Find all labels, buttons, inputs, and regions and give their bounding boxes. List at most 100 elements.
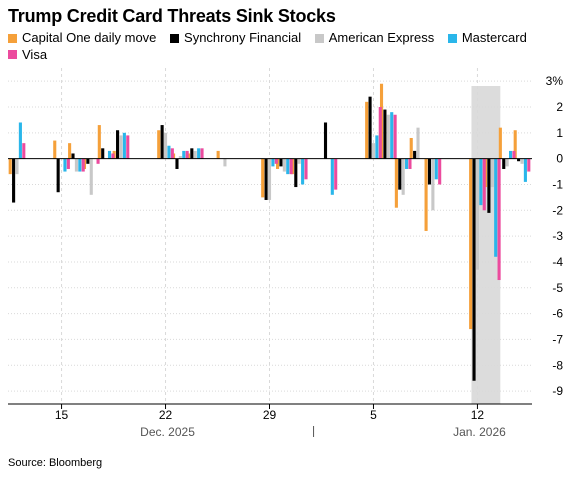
bar-mastercard-2025-12-29 bbox=[271, 158, 275, 167]
bar-american-express-2026-01-07 bbox=[401, 158, 405, 195]
bar-american-express-2026-01-15 bbox=[520, 158, 524, 164]
chart-title: Trump Credit Card Threats Sink Stocks bbox=[8, 6, 336, 26]
legend-swatch-visa bbox=[8, 50, 17, 59]
legend-item-amex: American Express bbox=[314, 30, 434, 46]
bar-american-express-2025-12-31 bbox=[297, 158, 301, 164]
bar-synchrony-financial-2025-12-30 bbox=[279, 158, 283, 167]
bar-visa-2026-01-15 bbox=[527, 158, 531, 172]
bar-capital-one-daily-move-2025-12-15 bbox=[53, 140, 57, 159]
bar-visa-2026-01-05 bbox=[378, 106, 382, 159]
bar-visa-2025-12-29 bbox=[274, 158, 278, 164]
bar-capital-one-daily-move-2026-01-15 bbox=[513, 130, 517, 159]
bar-mastercard-2025-12-18 bbox=[107, 150, 112, 159]
legend: Capital One daily move Synchrony Financi… bbox=[8, 30, 563, 63]
legend-item-synchrony: Synchrony Financial bbox=[170, 30, 301, 46]
y-tick-label: -3 bbox=[552, 229, 563, 243]
bar-mastercard-2025-12-15 bbox=[63, 158, 67, 172]
bar-synchrony-financial-2025-12-29 bbox=[264, 158, 268, 200]
bar-synchrony-financial-2026-01-05 bbox=[368, 96, 372, 159]
bar-visa-2025-12-18 bbox=[111, 153, 115, 159]
bar-american-express-2026-01-13 bbox=[490, 158, 494, 188]
bar-visa-2025-12-16 bbox=[81, 158, 85, 172]
bar-synchrony-financial-2025-12-23 bbox=[175, 158, 179, 169]
bar-american-express-2026-01-08 bbox=[416, 127, 420, 159]
bar-visa-2026-01-02 bbox=[334, 158, 338, 190]
bar-capital-one-daily-move-2025-12-12 bbox=[8, 158, 12, 175]
bar-synchrony-financial-2026-01-09 bbox=[427, 158, 432, 185]
legend-swatch-amex bbox=[314, 33, 324, 43]
y-tick-label: -2 bbox=[552, 203, 563, 217]
bar-synchrony-financial-2025-12-31 bbox=[294, 158, 298, 188]
bar-synchrony-financial-2025-12-19 bbox=[116, 130, 120, 159]
y-tick-label: -4 bbox=[552, 255, 563, 269]
bar-mastercard-2026-01-06 bbox=[390, 112, 394, 159]
bar-american-express-2025-12-23 bbox=[178, 156, 182, 159]
bar-american-express-2025-12-16 bbox=[74, 158, 78, 172]
bar-american-express-2026-01-06 bbox=[386, 114, 390, 159]
x-tick-label: 5 bbox=[370, 408, 377, 422]
bar-mastercard-2025-12-22 bbox=[167, 145, 171, 159]
bar-visa-2025-12-23 bbox=[185, 150, 189, 159]
y-tick-label: -5 bbox=[552, 281, 563, 295]
bar-synchrony-financial-2025-12-12 bbox=[12, 158, 16, 203]
bar-visa-2026-01-09 bbox=[438, 158, 442, 185]
bar-capital-one-daily-move-2025-12-29 bbox=[261, 158, 265, 198]
bar-american-express-2025-12-19 bbox=[119, 135, 123, 159]
bar-synchrony-financial-2026-01-08 bbox=[413, 150, 417, 159]
bar-synchrony-financial-2025-12-22 bbox=[160, 125, 164, 159]
bar-synchrony-financial-2026-01-06 bbox=[383, 109, 387, 159]
bar-synchrony-financial-2026-01-12 bbox=[472, 158, 476, 381]
legend-label-capital-one: Capital One daily move bbox=[22, 30, 157, 45]
bar-capital-one-daily-move-2026-01-05 bbox=[365, 101, 369, 159]
bar-mastercard-2026-01-02 bbox=[330, 158, 334, 195]
bar-visa-2026-01-13 bbox=[497, 158, 501, 281]
bar-american-express-2025-12-24 bbox=[193, 150, 197, 159]
bar-capital-one-daily-move-2026-01-14 bbox=[498, 127, 502, 159]
y-tick-label: 3% bbox=[546, 74, 564, 88]
legend-swatch-synchrony bbox=[170, 33, 180, 43]
legend-item-capital-one: Capital One daily move bbox=[8, 30, 156, 46]
legend-item-visa: Visa bbox=[8, 47, 47, 63]
bar-visa-2025-12-12 bbox=[22, 143, 26, 159]
bar-capital-one-daily-move-2026-01-09 bbox=[424, 158, 428, 231]
bar-synchrony-financial-2026-01-07 bbox=[398, 158, 402, 190]
month-label: Dec. 2025 bbox=[140, 425, 195, 439]
bar-synchrony-financial-2026-01-02 bbox=[323, 122, 328, 159]
bar-synchrony-financial-2025-12-16 bbox=[71, 153, 75, 159]
y-tick-label: -9 bbox=[552, 384, 563, 398]
x-tick-label: 15 bbox=[55, 408, 69, 422]
bar-synchrony-financial-2026-01-14 bbox=[502, 158, 506, 169]
bar-capital-one-daily-move-2025-12-22 bbox=[157, 130, 161, 159]
legend-swatch-mastercard bbox=[447, 33, 457, 43]
bar-mastercard-2026-01-13 bbox=[494, 158, 498, 257]
bar-visa-2025-12-17 bbox=[96, 158, 100, 164]
x-tick-label: 22 bbox=[159, 408, 173, 422]
bar-american-express-2026-01-14 bbox=[505, 158, 509, 167]
bar-visa-2025-12-15 bbox=[66, 158, 70, 169]
bar-synchrony-financial-2026-01-13 bbox=[487, 158, 491, 213]
bar-american-express-2025-12-30 bbox=[282, 158, 286, 172]
bar-mastercard-2025-12-30 bbox=[286, 158, 290, 175]
bar-american-express-2026-01-12 bbox=[475, 158, 479, 270]
bar-visa-2026-01-14 bbox=[512, 150, 516, 159]
bar-mastercard-2025-12-24 bbox=[197, 148, 201, 159]
bar-capital-one-daily-move-2026-01-07 bbox=[394, 158, 398, 208]
bar-visa-2026-01-06 bbox=[393, 114, 397, 159]
bar-mastercard-2025-12-19 bbox=[122, 132, 126, 159]
bar-visa-2026-01-12 bbox=[482, 158, 486, 211]
bar-capital-one-daily-move-2025-12-16 bbox=[68, 143, 72, 159]
bar-capital-one-daily-move-2026-01-12 bbox=[469, 158, 473, 330]
bar-american-express-2025-12-29 bbox=[267, 158, 272, 200]
bar-synchrony-financial-2025-12-24 bbox=[190, 148, 194, 159]
bar-capital-one-daily-move-2025-12-18 bbox=[97, 125, 101, 159]
source-note: Source: Bloomberg bbox=[8, 457, 103, 469]
y-tick-label: 2 bbox=[556, 100, 563, 114]
month-label: Jan. 2026 bbox=[453, 425, 506, 439]
x-tick-label: 29 bbox=[263, 408, 277, 422]
bar-synchrony-financial-2025-12-18 bbox=[101, 148, 105, 159]
bar-american-express-2026-01-05 bbox=[371, 143, 376, 159]
bar-synchrony-financial-2025-12-17 bbox=[86, 158, 90, 164]
bar-mastercard-2026-01-07 bbox=[405, 158, 409, 169]
bar-synchrony-financial-2026-01-15 bbox=[517, 158, 521, 162]
